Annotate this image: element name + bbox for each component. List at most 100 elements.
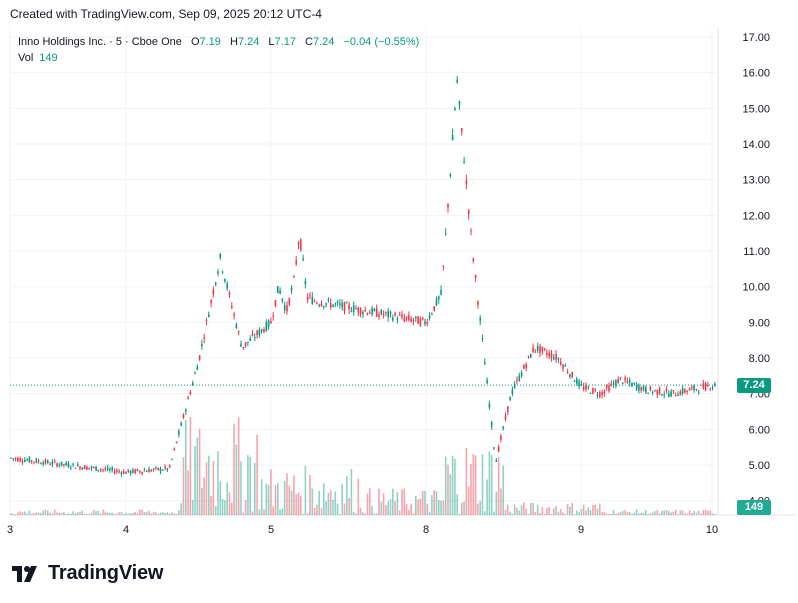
volume-bar [95,511,97,515]
y-tick-label: 6.00 [749,424,770,436]
candle-body [431,313,433,315]
volume-bar [139,509,141,515]
volume-bar [681,510,684,515]
tradingview-footer[interactable]: TradingView [12,562,163,585]
volume-bar [366,493,369,515]
candle-body [433,306,435,311]
volume-bar [182,457,185,515]
volume-bar [536,504,539,515]
open-label: O [190,36,200,48]
candle-body [534,349,537,351]
volume-bar [401,489,403,515]
price-axis: 4.005.006.007.008.009.0010.0011.0012.001… [742,32,770,508]
grid [9,28,796,516]
volume-bars [10,416,716,515]
candle-body [256,331,258,336]
volume-bar [387,501,389,515]
candle-body [148,469,150,473]
candle-body [42,462,44,465]
candle-body [527,355,530,357]
volume-bar [235,444,238,515]
candle-body [553,357,555,360]
candle-body [341,302,343,308]
candle-body [141,471,143,474]
candle-body [127,469,130,472]
candle-body [247,341,249,343]
candle-body [656,389,659,395]
candle-body [254,337,256,339]
volume-bar [691,512,693,515]
candle-body [352,305,355,313]
volume-bar [573,514,576,515]
volume-bar [495,491,498,515]
volume-bar [281,508,284,515]
y-tick-label: 5.00 [749,460,770,472]
candle-body [277,286,279,294]
price-chart[interactable]: 4.005.006.007.008.009.0010.0011.0012.001… [0,0,798,545]
volume-bar [603,511,606,515]
volume-bar [658,513,661,515]
candle-body [194,373,196,375]
candle-body [493,447,495,449]
candle-body [233,313,235,316]
volume-bar [461,502,463,515]
volume-bar [474,455,477,515]
candle-body [129,470,132,474]
volume-bar [523,502,525,515]
candle-body [651,391,654,393]
volume-bar [242,512,245,515]
volume-bar [440,500,442,515]
volume-bar [415,495,417,515]
candle-body [509,396,511,401]
candle-body [674,395,677,397]
volume-bar [44,509,47,515]
volume-bar [306,513,309,515]
candle-body [709,388,711,390]
volume-bar [106,512,109,515]
candle-body [513,383,516,388]
candle-body [281,298,284,301]
candle-body [47,460,49,463]
candle-body [359,308,362,315]
volume-bar [168,513,171,515]
volume-bar [672,511,675,515]
volume-bar [302,514,304,515]
candle-body [403,317,406,322]
volume-bar [647,514,649,515]
volume-bar [582,504,585,515]
candle-body [357,307,360,313]
candle-body [566,371,569,373]
volume-bar [677,514,679,515]
candle-body [306,297,309,300]
candle-body [645,387,647,393]
candle-body [313,301,316,303]
candle-body [270,321,272,324]
candle-body [323,305,325,307]
candle-body [394,313,396,316]
candle-body [19,458,21,462]
volume-bar [79,511,81,515]
volume-bar [375,513,378,515]
volume-bar [272,506,274,515]
candle-body [612,383,615,385]
candle-body [35,458,38,463]
candle-body [463,161,465,163]
candle-body [136,469,139,471]
volume-bar [111,512,113,515]
candle-body [649,387,652,391]
volume-bar [93,510,95,515]
volume-bar [265,483,268,515]
y-tick-label: 8.00 [749,353,770,365]
volume-bar [240,461,242,515]
volume-bar [191,499,194,515]
candle-body [132,469,134,473]
volume-bar [619,512,622,515]
volume-bar [348,497,350,515]
volume-bar [336,503,339,515]
candle-body [219,253,222,259]
tradingview-logo-text: TradingView [48,562,164,584]
candle-body [93,466,95,468]
volume-bar [424,490,426,515]
candle-body [697,391,700,393]
candle-body [366,313,369,315]
